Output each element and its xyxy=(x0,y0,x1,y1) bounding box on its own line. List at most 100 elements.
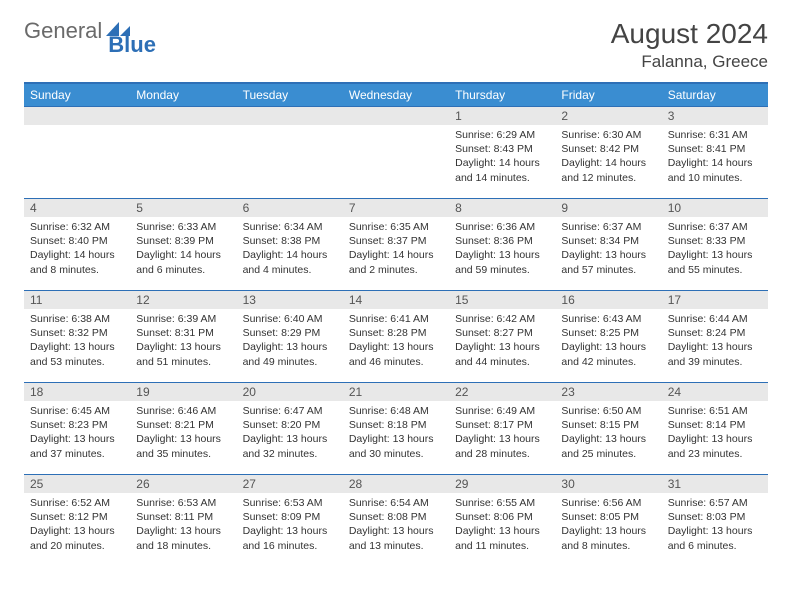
day-number: 22 xyxy=(449,383,555,401)
day-dl2: and 59 minutes. xyxy=(455,263,549,277)
weekday-header: Friday xyxy=(555,83,661,107)
day-sr: Sunrise: 6:53 AM xyxy=(243,496,337,510)
day-info: Sunrise: 6:46 AMSunset: 8:21 PMDaylight:… xyxy=(130,401,236,464)
day-dl2: and 57 minutes. xyxy=(561,263,655,277)
brand-part2: Blue xyxy=(108,32,156,58)
day-number: 2 xyxy=(555,107,661,125)
day-number: 11 xyxy=(24,291,130,309)
day-number: 4 xyxy=(24,199,130,217)
day-info: Sunrise: 6:57 AMSunset: 8:03 PMDaylight:… xyxy=(662,493,768,556)
day-dl1: Daylight: 13 hours xyxy=(349,432,443,446)
day-sr: Sunrise: 6:46 AM xyxy=(136,404,230,418)
day-dl2: and 2 minutes. xyxy=(349,263,443,277)
day-dl1: Daylight: 14 hours xyxy=(136,248,230,262)
day-info: Sunrise: 6:44 AMSunset: 8:24 PMDaylight:… xyxy=(662,309,768,372)
day-dl2: and 8 minutes. xyxy=(561,539,655,553)
day-ss: Sunset: 8:17 PM xyxy=(455,418,549,432)
day-number: 30 xyxy=(555,475,661,493)
day-number: 13 xyxy=(237,291,343,309)
day-info: Sunrise: 6:32 AMSunset: 8:40 PMDaylight:… xyxy=(24,217,130,280)
day-number: 24 xyxy=(662,383,768,401)
day-info: Sunrise: 6:43 AMSunset: 8:25 PMDaylight:… xyxy=(555,309,661,372)
day-info: Sunrise: 6:37 AMSunset: 8:34 PMDaylight:… xyxy=(555,217,661,280)
calendar-cell: 4Sunrise: 6:32 AMSunset: 8:40 PMDaylight… xyxy=(24,199,130,291)
calendar-cell: 3Sunrise: 6:31 AMSunset: 8:41 PMDaylight… xyxy=(662,107,768,199)
day-dl1: Daylight: 13 hours xyxy=(561,524,655,538)
calendar-cell: 26Sunrise: 6:53 AMSunset: 8:11 PMDayligh… xyxy=(130,475,236,567)
calendar-cell: 5Sunrise: 6:33 AMSunset: 8:39 PMDaylight… xyxy=(130,199,236,291)
day-ss: Sunset: 8:29 PM xyxy=(243,326,337,340)
day-sr: Sunrise: 6:57 AM xyxy=(668,496,762,510)
brand-logo: General Blue xyxy=(24,18,182,44)
day-dl2: and 39 minutes. xyxy=(668,355,762,369)
day-dl2: and 55 minutes. xyxy=(668,263,762,277)
day-ss: Sunset: 8:34 PM xyxy=(561,234,655,248)
calendar-cell: 23Sunrise: 6:50 AMSunset: 8:15 PMDayligh… xyxy=(555,383,661,475)
day-sr: Sunrise: 6:50 AM xyxy=(561,404,655,418)
day-info: Sunrise: 6:47 AMSunset: 8:20 PMDaylight:… xyxy=(237,401,343,464)
day-info: Sunrise: 6:34 AMSunset: 8:38 PMDaylight:… xyxy=(237,217,343,280)
day-number: 12 xyxy=(130,291,236,309)
calendar-cell: 1Sunrise: 6:29 AMSunset: 8:43 PMDaylight… xyxy=(449,107,555,199)
day-ss: Sunset: 8:24 PM xyxy=(668,326,762,340)
day-number: 6 xyxy=(237,199,343,217)
calendar-cell: 24Sunrise: 6:51 AMSunset: 8:14 PMDayligh… xyxy=(662,383,768,475)
day-ss: Sunset: 8:40 PM xyxy=(30,234,124,248)
day-ss: Sunset: 8:03 PM xyxy=(668,510,762,524)
day-dl2: and 37 minutes. xyxy=(30,447,124,461)
day-ss: Sunset: 8:37 PM xyxy=(349,234,443,248)
day-sr: Sunrise: 6:40 AM xyxy=(243,312,337,326)
day-number: 14 xyxy=(343,291,449,309)
day-info: Sunrise: 6:42 AMSunset: 8:27 PMDaylight:… xyxy=(449,309,555,372)
day-info: Sunrise: 6:53 AMSunset: 8:09 PMDaylight:… xyxy=(237,493,343,556)
weekday-header: Wednesday xyxy=(343,83,449,107)
day-ss: Sunset: 8:15 PM xyxy=(561,418,655,432)
calendar-cell: 12Sunrise: 6:39 AMSunset: 8:31 PMDayligh… xyxy=(130,291,236,383)
day-ss: Sunset: 8:06 PM xyxy=(455,510,549,524)
calendar-cell: 31Sunrise: 6:57 AMSunset: 8:03 PMDayligh… xyxy=(662,475,768,567)
day-dl1: Daylight: 13 hours xyxy=(136,432,230,446)
day-dl1: Daylight: 13 hours xyxy=(30,524,124,538)
day-info: Sunrise: 6:50 AMSunset: 8:15 PMDaylight:… xyxy=(555,401,661,464)
calendar-cell: 16Sunrise: 6:43 AMSunset: 8:25 PMDayligh… xyxy=(555,291,661,383)
day-info: Sunrise: 6:48 AMSunset: 8:18 PMDaylight:… xyxy=(343,401,449,464)
day-sr: Sunrise: 6:48 AM xyxy=(349,404,443,418)
day-info: Sunrise: 6:33 AMSunset: 8:39 PMDaylight:… xyxy=(130,217,236,280)
day-dl2: and 20 minutes. xyxy=(30,539,124,553)
day-ss: Sunset: 8:32 PM xyxy=(30,326,124,340)
day-ss: Sunset: 8:42 PM xyxy=(561,142,655,156)
day-ss: Sunset: 8:08 PM xyxy=(349,510,443,524)
day-info: Sunrise: 6:54 AMSunset: 8:08 PMDaylight:… xyxy=(343,493,449,556)
day-ss: Sunset: 8:20 PM xyxy=(243,418,337,432)
day-ss: Sunset: 8:12 PM xyxy=(30,510,124,524)
day-dl1: Daylight: 13 hours xyxy=(561,432,655,446)
day-sr: Sunrise: 6:39 AM xyxy=(136,312,230,326)
day-info: Sunrise: 6:30 AMSunset: 8:42 PMDaylight:… xyxy=(555,125,661,188)
calendar-cell: 18Sunrise: 6:45 AMSunset: 8:23 PMDayligh… xyxy=(24,383,130,475)
day-sr: Sunrise: 6:32 AM xyxy=(30,220,124,234)
day-dl1: Daylight: 14 hours xyxy=(349,248,443,262)
day-sr: Sunrise: 6:35 AM xyxy=(349,220,443,234)
calendar-body: 1Sunrise: 6:29 AMSunset: 8:43 PMDaylight… xyxy=(24,107,768,567)
day-info: Sunrise: 6:36 AMSunset: 8:36 PMDaylight:… xyxy=(449,217,555,280)
day-dl2: and 6 minutes. xyxy=(136,263,230,277)
day-ss: Sunset: 8:09 PM xyxy=(243,510,337,524)
calendar-row: 18Sunrise: 6:45 AMSunset: 8:23 PMDayligh… xyxy=(24,383,768,475)
day-ss: Sunset: 8:38 PM xyxy=(243,234,337,248)
day-dl1: Daylight: 13 hours xyxy=(349,524,443,538)
day-number: 1 xyxy=(449,107,555,125)
day-dl1: Daylight: 13 hours xyxy=(668,340,762,354)
day-info: Sunrise: 6:56 AMSunset: 8:05 PMDaylight:… xyxy=(555,493,661,556)
calendar-row: 11Sunrise: 6:38 AMSunset: 8:32 PMDayligh… xyxy=(24,291,768,383)
weekday-header: Thursday xyxy=(449,83,555,107)
day-number-empty xyxy=(343,107,449,125)
day-dl1: Daylight: 14 hours xyxy=(30,248,124,262)
day-dl2: and 30 minutes. xyxy=(349,447,443,461)
calendar-cell: 22Sunrise: 6:49 AMSunset: 8:17 PMDayligh… xyxy=(449,383,555,475)
calendar-cell: 6Sunrise: 6:34 AMSunset: 8:38 PMDaylight… xyxy=(237,199,343,291)
day-sr: Sunrise: 6:54 AM xyxy=(349,496,443,510)
day-dl1: Daylight: 13 hours xyxy=(136,524,230,538)
day-dl2: and 4 minutes. xyxy=(243,263,337,277)
day-dl2: and 8 minutes. xyxy=(30,263,124,277)
day-sr: Sunrise: 6:37 AM xyxy=(668,220,762,234)
